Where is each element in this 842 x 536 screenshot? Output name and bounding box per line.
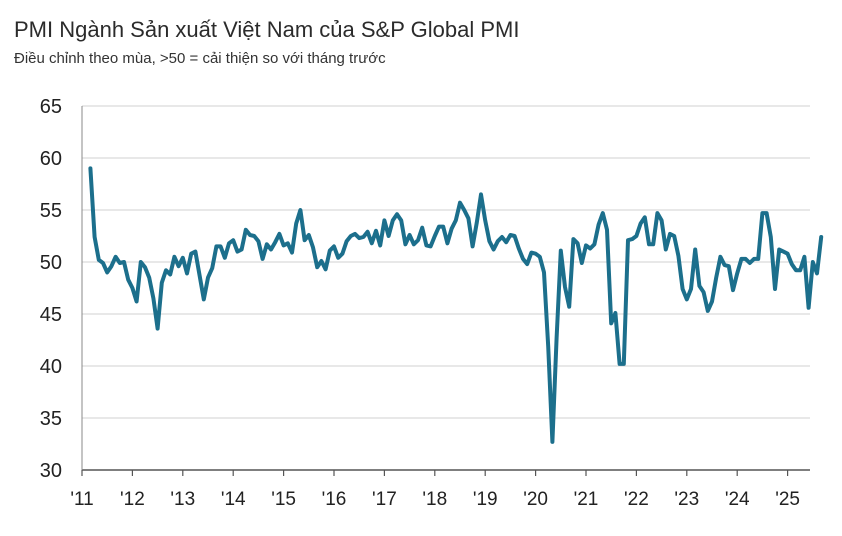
x-tick-label: '13	[170, 489, 195, 510]
x-axis: '11 '12 '13 '14 '15 '16 '17 '18 '19 '20 '21 '22 '23 '…	[70, 106, 810, 510]
x-tick-label: '18	[422, 489, 447, 510]
x-tick-label: '25	[775, 489, 800, 510]
series-group	[88, 166, 824, 444]
x-tick-label: '12	[120, 489, 145, 510]
series-line	[88, 166, 824, 444]
x-tick-label: '21	[574, 489, 599, 510]
y-tick-label: 60	[40, 148, 62, 170]
y-tick-label: 30	[40, 460, 62, 482]
x-tick-label: '14	[221, 489, 246, 510]
chart-title: PMI Ngành Sản xuất Việt Nam của S&P Glob…	[14, 17, 520, 42]
x-tick-label: '17	[372, 489, 397, 510]
grid-lines	[82, 105, 810, 419]
x-tick-label: '20	[523, 489, 548, 510]
y-axis-ticks: 65 60 55 50 45 40 35 30	[40, 96, 62, 482]
y-tick-label: 45	[40, 304, 62, 326]
x-tick-label: '23	[674, 489, 699, 510]
y-tick-label: 55	[40, 200, 62, 222]
y-tick-label: 65	[40, 96, 62, 118]
y-tick-label: 35	[40, 408, 62, 430]
x-tick-label: '22	[624, 489, 649, 510]
x-tick-label: '24	[725, 489, 750, 510]
x-tick-label: '19	[473, 489, 498, 510]
y-tick-label: 40	[40, 356, 62, 378]
x-tick-label: '15	[271, 489, 296, 510]
x-tick-label: '16	[322, 489, 347, 510]
y-tick-label: 50	[40, 252, 62, 274]
chart-subtitle: Điều chỉnh theo mùa, >50 = cải thiện so …	[14, 50, 386, 67]
x-tick-label: '11	[70, 489, 93, 510]
